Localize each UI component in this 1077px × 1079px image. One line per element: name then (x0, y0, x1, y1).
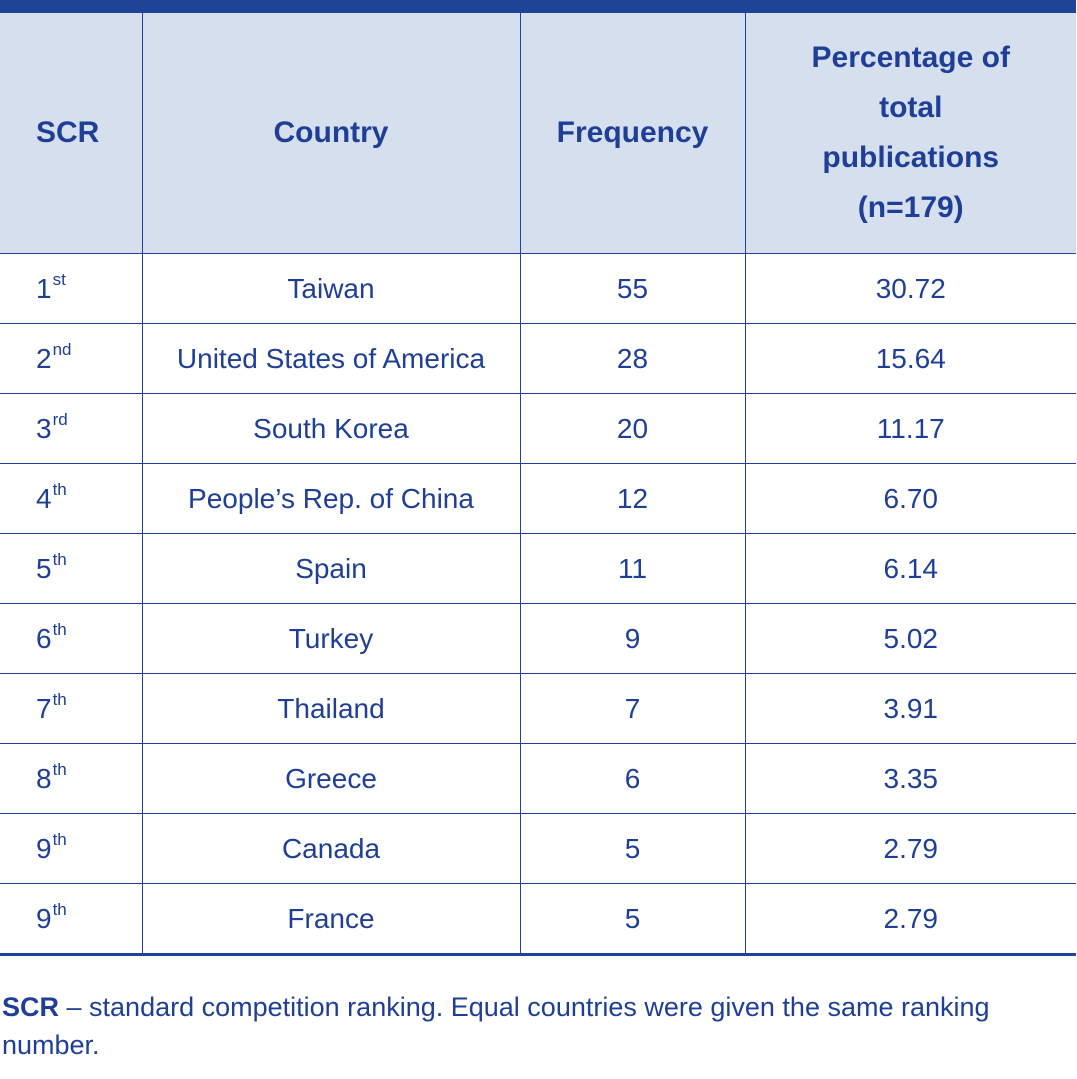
country-cell: Canada (141, 813, 521, 884)
rank-suffix: th (52, 689, 67, 709)
rank-number: 1 (36, 272, 52, 304)
header-frequency: Frequency (519, 12, 746, 254)
ranking-table-container: SCR Country Frequency Percentage of tota… (0, 0, 1076, 956)
table-header-row: SCR Country Frequency Percentage of tota… (0, 12, 1076, 254)
rank-suffix: th (52, 549, 67, 569)
rank-number: 8 (36, 762, 52, 794)
rank-suffix: th (52, 759, 67, 779)
country-cell: Thailand (141, 673, 521, 744)
table-footnote: SCR – standard competition ranking. Equa… (2, 988, 1072, 1064)
percentage-cell: 30.72 (744, 253, 1076, 324)
header-country: Country (141, 12, 521, 254)
rank-number: 7 (36, 692, 52, 724)
table-row: 5th Spain 11 6.14 (0, 533, 1076, 604)
rank-suffix: nd (52, 339, 72, 359)
percentage-cell: 11.17 (744, 393, 1076, 464)
rank-suffix: th (52, 829, 67, 849)
frequency-cell: 55 (519, 253, 746, 324)
rank-cell: 9th (0, 883, 143, 956)
frequency-cell: 11 (519, 533, 746, 604)
country-cell: Spain (141, 533, 521, 604)
rank-cell: 1st (0, 253, 143, 324)
footnote-text: – standard competition ranking. Equal co… (2, 992, 990, 1060)
country-cell: Turkey (141, 603, 521, 674)
rank-cell: 9th (0, 813, 143, 884)
frequency-cell: 9 (519, 603, 746, 674)
table-row: 8th Greece 6 3.35 (0, 743, 1076, 814)
table-row: 7th Thailand 7 3.91 (0, 673, 1076, 744)
rank-suffix: st (52, 269, 66, 289)
percentage-cell: 3.91 (744, 673, 1076, 744)
country-ranking-table: SCR Country Frequency Percentage of tota… (0, 12, 1076, 956)
frequency-cell: 5 (519, 883, 746, 956)
rank-suffix: rd (52, 409, 68, 429)
frequency-cell: 12 (519, 463, 746, 534)
rank-cell: 5th (0, 533, 143, 604)
rank-number: 3 (36, 412, 52, 444)
frequency-cell: 5 (519, 813, 746, 884)
percentage-cell: 3.35 (744, 743, 1076, 814)
rank-suffix: th (52, 899, 67, 919)
frequency-cell: 28 (519, 323, 746, 394)
rank-suffix: th (52, 479, 67, 499)
header-percentage-label: Percentage of total publications (n=179) (811, 41, 1010, 224)
rank-number: 2 (36, 342, 52, 374)
country-cell: People’s Rep. of China (141, 463, 521, 534)
frequency-cell: 20 (519, 393, 746, 464)
percentage-cell: 6.70 (744, 463, 1076, 534)
rank-cell: 4th (0, 463, 143, 534)
frequency-cell: 6 (519, 743, 746, 814)
rank-number: 6 (36, 622, 52, 654)
rank-cell: 2nd (0, 323, 143, 394)
country-cell: France (141, 883, 521, 956)
rank-cell: 3rd (0, 393, 143, 464)
percentage-cell: 2.79 (744, 813, 1076, 884)
table-row: 4th People’s Rep. of China 12 6.70 (0, 463, 1076, 534)
rank-cell: 7th (0, 673, 143, 744)
percentage-cell: 6.14 (744, 533, 1076, 604)
rank-suffix: th (52, 619, 67, 639)
header-scr: SCR (0, 12, 143, 254)
table-row: 9th Canada 5 2.79 (0, 813, 1076, 884)
header-percentage: Percentage of total publications (n=179) (744, 12, 1076, 254)
rank-cell: 8th (0, 743, 143, 814)
country-cell: United States of America (141, 323, 521, 394)
rank-number: 9 (36, 832, 52, 864)
percentage-cell: 2.79 (744, 883, 1076, 956)
country-cell: South Korea (141, 393, 521, 464)
table-row: 1st Taiwan 55 30.72 (0, 253, 1076, 324)
country-cell: Taiwan (141, 253, 521, 324)
rank-cell: 6th (0, 603, 143, 674)
rank-number: 9 (36, 902, 52, 934)
footnote-term: SCR (2, 992, 60, 1022)
table-row: 9th France 5 2.79 (0, 883, 1076, 956)
table-row: 6th Turkey 9 5.02 (0, 603, 1076, 674)
table-row: 3rd South Korea 20 11.17 (0, 393, 1076, 464)
table-top-rule (0, 0, 1076, 12)
country-cell: Greece (141, 743, 521, 814)
rank-number: 5 (36, 552, 52, 584)
percentage-cell: 5.02 (744, 603, 1076, 674)
frequency-cell: 7 (519, 673, 746, 744)
rank-number: 4 (36, 482, 52, 514)
table-body: 1st Taiwan 55 30.72 2nd United States of Amer… (0, 253, 1076, 956)
table-row: 2nd United States of America 28 15.64 (0, 323, 1076, 394)
percentage-cell: 15.64 (744, 323, 1076, 394)
